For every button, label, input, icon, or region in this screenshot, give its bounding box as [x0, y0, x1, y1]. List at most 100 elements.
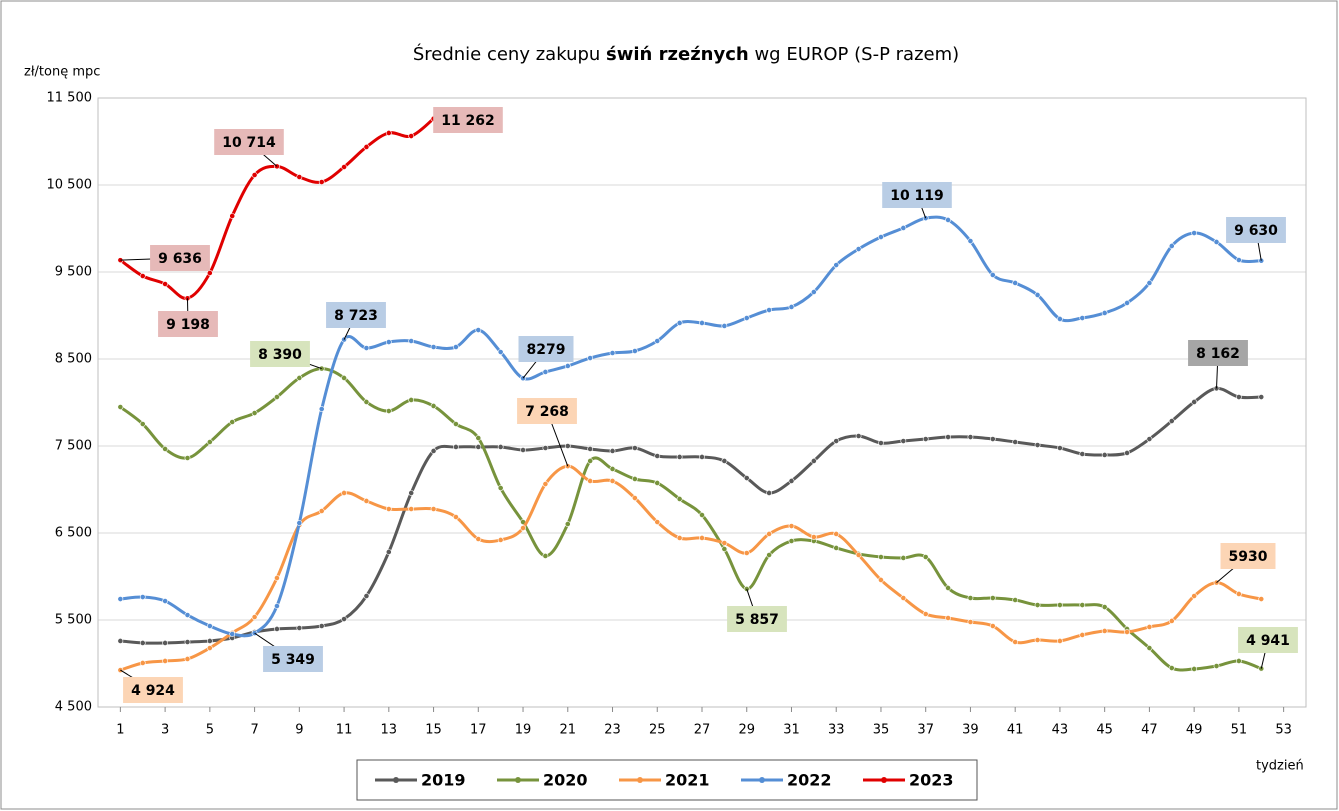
- point: [631, 445, 638, 451]
- point: [967, 238, 974, 244]
- label-box: [158, 311, 218, 337]
- point: [341, 375, 347, 381]
- point: [564, 443, 571, 449]
- label-box: [150, 245, 210, 271]
- value-label-text: 4 941: [1246, 633, 1290, 649]
- point: [833, 262, 840, 268]
- point: [1012, 439, 1019, 445]
- x-tick-label: 53: [1275, 723, 1292, 738]
- x-tick-label: 35: [873, 723, 890, 738]
- point: [900, 595, 907, 601]
- point: [945, 585, 951, 591]
- point: [1258, 596, 1265, 602]
- point: [1191, 399, 1198, 405]
- point: [587, 355, 594, 361]
- point: [743, 475, 750, 481]
- value-label-text: 8279: [527, 342, 566, 358]
- point: [206, 638, 213, 644]
- point: [296, 174, 303, 180]
- point: [542, 553, 549, 559]
- point: [206, 623, 213, 629]
- point: [1235, 658, 1242, 664]
- title-bold: świń rzeźnych: [606, 44, 749, 65]
- x-axis-label: tydzień: [1256, 759, 1304, 774]
- point: [408, 397, 415, 403]
- y-tick-label: 7 500: [55, 439, 92, 454]
- point: [229, 419, 236, 425]
- label-box: [1238, 627, 1298, 653]
- point: [609, 478, 616, 484]
- point: [162, 598, 169, 604]
- point: [587, 478, 594, 484]
- point: [1168, 243, 1175, 249]
- value-label: 9 630: [1226, 217, 1286, 243]
- legend-marker: [393, 777, 399, 783]
- point: [878, 554, 884, 560]
- label-box: [326, 302, 386, 328]
- point: [1012, 597, 1019, 603]
- point: [1079, 315, 1086, 321]
- point: [385, 549, 392, 555]
- point: [1079, 602, 1086, 608]
- point: [766, 552, 773, 558]
- point: [810, 289, 817, 295]
- point: [430, 506, 437, 512]
- x-tick-label: 17: [470, 723, 487, 738]
- label-box: [1220, 543, 1276, 569]
- point: [363, 399, 370, 405]
- point: [699, 512, 705, 518]
- x-tick-label: 9: [295, 723, 303, 738]
- title-part: wg EUROP (S-P razem): [754, 44, 959, 65]
- point: [1034, 637, 1041, 643]
- point: [631, 348, 638, 354]
- value-label-text: 5 857: [735, 612, 779, 628]
- point: [654, 453, 661, 459]
- point: [385, 339, 392, 345]
- point: [631, 476, 638, 482]
- point: [676, 535, 683, 541]
- point: [788, 304, 795, 310]
- point: [833, 531, 840, 537]
- label-box: [882, 182, 952, 208]
- point: [1079, 632, 1086, 638]
- point: [1012, 639, 1019, 645]
- point: [833, 438, 840, 444]
- x-tick-label: 31: [783, 723, 800, 738]
- point: [945, 217, 951, 223]
- point: [587, 446, 594, 452]
- point: [1012, 280, 1019, 286]
- point: [139, 273, 146, 279]
- x-tick-label: 27: [694, 723, 711, 738]
- point: [162, 640, 169, 646]
- point: [162, 658, 169, 664]
- value-label-text: 11 262: [441, 113, 495, 129]
- point: [430, 448, 437, 454]
- point: [206, 270, 213, 276]
- y-tick-label: 4 500: [55, 700, 92, 715]
- value-label: 7 268: [517, 398, 577, 424]
- label-box: [263, 646, 323, 672]
- point: [341, 164, 347, 170]
- x-tick-label: 47: [1141, 723, 1158, 738]
- value-label-text: 5930: [1229, 549, 1268, 565]
- point: [1124, 300, 1130, 306]
- point: [542, 481, 549, 487]
- label-box: [1188, 340, 1248, 366]
- x-tick-label: 21: [560, 723, 577, 738]
- lines: [117, 115, 1265, 674]
- value-label: 11 262: [433, 107, 503, 133]
- point: [922, 554, 929, 560]
- point: [229, 213, 236, 219]
- point: [564, 363, 571, 369]
- value-label: 8 162: [1188, 340, 1248, 366]
- point: [520, 525, 526, 531]
- point: [878, 440, 884, 446]
- point: [967, 619, 974, 625]
- point: [1258, 394, 1265, 400]
- point: [139, 640, 146, 646]
- point: [274, 626, 280, 632]
- y-tick-label: 6 500: [55, 526, 92, 541]
- legend-label: 2021: [665, 771, 710, 790]
- point: [453, 444, 459, 450]
- point: [699, 320, 705, 326]
